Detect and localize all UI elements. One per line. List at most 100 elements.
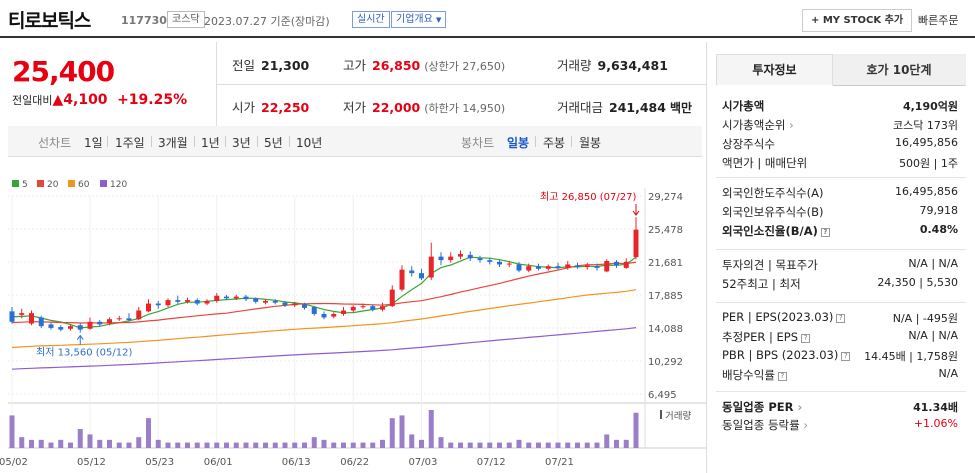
- tab-line-chart[interactable]: 선차트: [38, 136, 72, 150]
- chevron-right-icon[interactable]: ›: [793, 400, 803, 414]
- volume-bar: [594, 442, 600, 448]
- candle-body: [516, 264, 522, 271]
- candle-body: [165, 300, 171, 306]
- volume-bar: [555, 442, 561, 448]
- candle-body: [331, 313, 337, 317]
- info-value: 4,190억원: [902, 100, 958, 113]
- info-value: N/A | -495원: [892, 312, 958, 325]
- volume-bar: [48, 442, 54, 448]
- tab-investment-info[interactable]: 투자정보: [716, 54, 833, 86]
- volume-bar: [58, 439, 64, 448]
- candle-body: [224, 296, 229, 299]
- volume-bar: [87, 434, 93, 448]
- volume-bar: [175, 442, 181, 448]
- price-chart[interactable]: 29,274 25,478 21,681 17,885 14,088 10,292 6,49…: [0, 158, 706, 473]
- tab-3month[interactable]: 3개월: [158, 136, 188, 150]
- info-label: 외국인보유주식수(B): [722, 205, 824, 219]
- tab-1year[interactable]: 1년: [201, 136, 220, 150]
- tab-1week[interactable]: 1주일: [115, 136, 145, 150]
- company-info-button[interactable]: 기업개요 ▼: [391, 11, 447, 28]
- tab-3year[interactable]: 3년: [232, 136, 251, 150]
- info-label: 상장주식수: [722, 137, 775, 151]
- candle-body: [438, 256, 444, 261]
- candle-body: [19, 313, 25, 315]
- volume-bar: [68, 442, 73, 448]
- trade-amount: 거래대금 241,484 백만: [557, 100, 693, 115]
- info-value: 0.48%: [919, 223, 958, 236]
- realtime-badge[interactable]: 실시간: [352, 11, 390, 28]
- volume-bar: [477, 442, 483, 448]
- volume-bar: [604, 434, 610, 448]
- volume-bar: [126, 442, 132, 448]
- info-label: 추정PER | EPS?: [722, 329, 811, 345]
- help-icon[interactable]: ?: [820, 228, 830, 237]
- volume-bar: [136, 437, 142, 448]
- help-icon[interactable]: ?: [777, 372, 787, 381]
- info-label: 동일업종 PER ›: [722, 400, 803, 414]
- price-change: 전일대비▲4,100 +19.25%: [12, 92, 187, 108]
- candle-body: [292, 303, 298, 306]
- up-arrow-icon: ▲: [52, 92, 64, 108]
- volume-bar: [458, 442, 463, 448]
- legend-ma120: 120: [100, 180, 127, 190]
- candle-body: [575, 265, 580, 268]
- volume-bar: [292, 442, 298, 448]
- candle-body: [175, 300, 181, 302]
- tab-10year[interactable]: 10년: [296, 136, 323, 150]
- candle-body: [399, 269, 405, 290]
- volume-marker: [660, 410, 662, 419]
- price-tick-label: 10,292: [648, 357, 683, 368]
- candle-body: [263, 300, 268, 303]
- candle-body: [302, 304, 307, 308]
- change-label: 전일대비: [12, 94, 53, 107]
- candle-body: [77, 325, 83, 330]
- candle-body: [555, 266, 561, 268]
- price-tick-label: 6,495: [648, 390, 677, 401]
- tab-monthly[interactable]: 월봉: [579, 136, 602, 150]
- legend-ma60: 60: [68, 180, 89, 190]
- annotation-low: 최저 13,560 (05/12): [36, 347, 132, 359]
- chevron-right-icon[interactable]: ›: [785, 118, 794, 132]
- volume-bar: [350, 442, 356, 448]
- candle-body: [87, 321, 93, 329]
- tab-1day[interactable]: 1일: [84, 136, 103, 150]
- tab-weekly[interactable]: 주봉: [543, 136, 566, 150]
- info-value: 코스닥 173위: [893, 119, 958, 132]
- candle-body: [155, 303, 161, 306]
- volume-bar: [253, 442, 259, 448]
- volume-bar: [19, 437, 25, 448]
- tab-5year[interactable]: 5년: [264, 136, 283, 150]
- candle-body: [497, 261, 502, 265]
- datetime-label: 2023.07.27 기준(장마감): [204, 15, 330, 28]
- volume-bar: [331, 442, 337, 448]
- candle-body: [58, 327, 64, 330]
- volume-bar: [204, 442, 210, 448]
- date-tick-label: 05/23: [145, 457, 174, 468]
- help-icon[interactable]: ?: [836, 314, 846, 323]
- help-icon[interactable]: ?: [801, 334, 811, 343]
- tab-candle-chart[interactable]: 봉차트: [461, 136, 495, 150]
- tab-daily[interactable]: 일봉: [507, 136, 530, 150]
- volume-bar: [321, 439, 327, 448]
- help-icon[interactable]: ?: [841, 352, 851, 361]
- candle-body: [419, 273, 424, 279]
- volume-bar: [633, 412, 639, 448]
- candle-body: [565, 264, 571, 268]
- info-label: 외국인한도주식수(A): [722, 186, 824, 200]
- candle-body: [604, 260, 610, 272]
- volume-bar: [370, 442, 376, 448]
- add-my-stock-button[interactable]: + MY STOCK 추가: [802, 9, 913, 32]
- quick-order-link[interactable]: 빠른주문: [918, 14, 959, 27]
- candle-body: [214, 295, 220, 301]
- chevron-right-icon[interactable]: ›: [799, 418, 808, 432]
- stock-code: 117730: [121, 14, 167, 27]
- candle-body: [526, 266, 532, 271]
- tab-orderbook[interactable]: 호가 10단계: [833, 54, 966, 86]
- candle-body: [448, 256, 454, 261]
- volume-bar: [233, 442, 239, 448]
- stock-name: 티로보틱스: [8, 10, 91, 32]
- info-value: N/A | N/A: [908, 329, 958, 342]
- volume-bar: [116, 442, 122, 448]
- chevron-down-icon: ▼: [436, 16, 442, 24]
- period-tabs: 선차트 1일 1주일 3개월 1년 3년 5년 10년 봉차트 일봉 주봉 월봉: [8, 126, 702, 157]
